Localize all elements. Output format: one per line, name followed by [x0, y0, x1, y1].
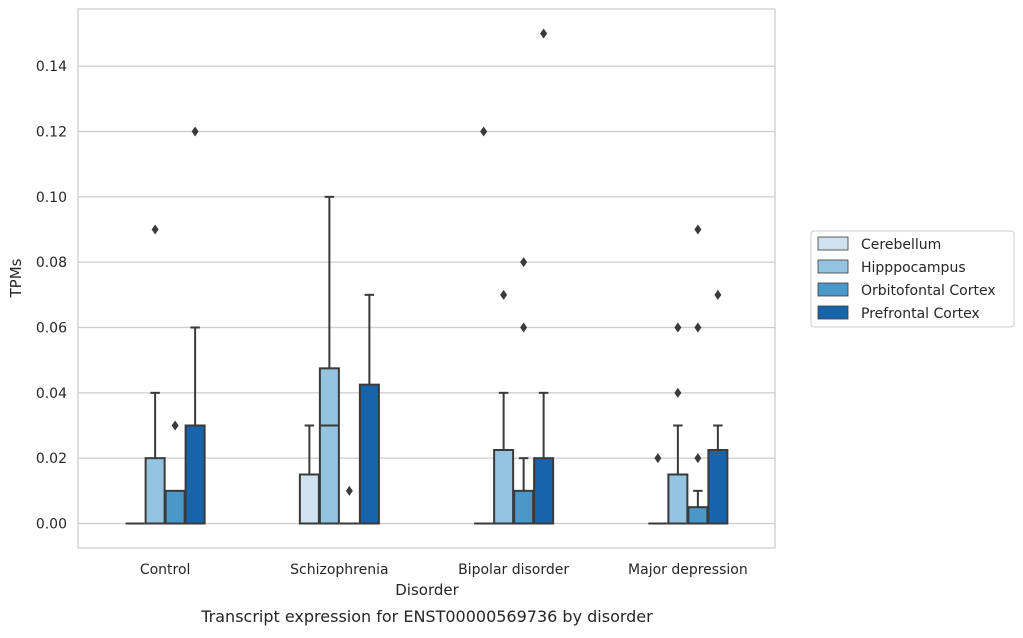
legend-swatch — [817, 236, 849, 251]
plot-frame — [77, 8, 776, 549]
y-tick-label: 0.14 — [36, 59, 67, 75]
legend-swatch — [817, 259, 849, 274]
outlier-point — [654, 453, 662, 464]
x-tick-label: Major depression — [628, 562, 748, 578]
box-group — [358, 293, 380, 525]
y-axis-ticks: 0.00 0.02 0.04 0.06 0.08 0.10 0.12 0.14 — [36, 59, 67, 532]
box-group — [298, 424, 320, 525]
legend-label: Prefrontal Cortex — [861, 306, 980, 322]
box-group — [513, 257, 535, 525]
x-axis-label: Disorder — [395, 581, 459, 599]
y-tick-label: 0.10 — [36, 190, 67, 206]
box-group — [493, 289, 515, 525]
legend-label: Hipppocampus — [861, 260, 966, 276]
y-tick-label: 0.12 — [36, 125, 67, 141]
legend: Cerebellum Hipppocampus Orbitofontal Corte… — [810, 230, 1015, 328]
box — [184, 424, 206, 525]
box — [164, 489, 186, 525]
outlier-point — [674, 387, 682, 398]
box-group — [339, 485, 359, 525]
legend-label: Cerebellum — [861, 237, 941, 253]
box — [298, 473, 320, 525]
outlier-point — [520, 322, 528, 333]
box — [533, 457, 555, 525]
legend-swatch — [817, 282, 849, 297]
y-tick-label: 0.08 — [36, 255, 67, 271]
box-group — [648, 453, 668, 525]
outlier-point — [345, 485, 353, 496]
box — [318, 367, 340, 525]
box — [358, 383, 380, 525]
box — [513, 489, 535, 525]
outlier-point — [151, 224, 159, 235]
box-group — [474, 126, 494, 525]
box-group — [533, 28, 555, 525]
outlier-point — [694, 322, 702, 333]
box-group — [144, 224, 166, 525]
box-group — [707, 289, 729, 525]
x-tick-label: Schizophrenia — [290, 562, 388, 578]
legend-swatch — [817, 305, 849, 320]
box-group — [687, 224, 709, 525]
outlier-point — [171, 420, 179, 431]
y-axis-label: TPMs — [7, 258, 25, 298]
x-axis-ticks: Control Schizophrenia Bipolar disorder Majo… — [140, 562, 748, 578]
box-group — [318, 195, 340, 525]
box — [144, 457, 166, 525]
outlier-point — [500, 289, 508, 300]
outlier-point — [674, 322, 682, 333]
outlier-point — [520, 257, 528, 268]
x-tick-label: Bipolar disorder — [458, 562, 569, 578]
box-group — [667, 322, 689, 525]
outlier-point — [191, 126, 199, 137]
y-tick-label: 0.02 — [36, 451, 67, 467]
box — [687, 506, 709, 525]
box — [667, 473, 689, 525]
box — [493, 449, 515, 525]
chart-title: Transcript expression for ENST0000056973… — [200, 607, 653, 626]
box-group — [164, 420, 186, 525]
box-group — [184, 126, 206, 525]
plot-area — [125, 28, 729, 525]
outlier-point — [714, 289, 722, 300]
y-tick-label: 0.00 — [36, 517, 67, 533]
grid-lines — [78, 65, 775, 525]
outlier-point — [694, 224, 702, 235]
x-tick-label: Control — [140, 562, 191, 578]
y-tick-label: 0.04 — [36, 386, 67, 402]
legend-frame — [810, 230, 1015, 328]
box — [707, 449, 729, 525]
y-tick-label: 0.06 — [36, 321, 67, 337]
outlier-point — [540, 28, 548, 39]
outlier-point — [480, 126, 488, 137]
legend-label: Orbitofontal Cortex — [861, 283, 996, 299]
outlier-point — [694, 453, 702, 464]
